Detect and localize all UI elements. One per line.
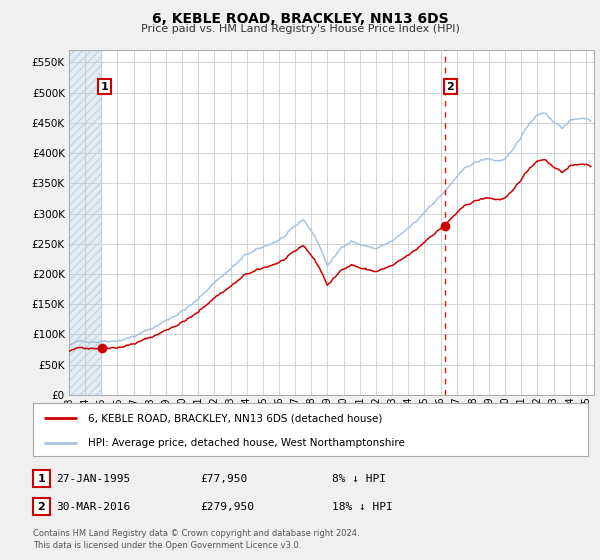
Text: HPI: Average price, detached house, West Northamptonshire: HPI: Average price, detached house, West… [89, 438, 406, 448]
Text: This data is licensed under the Open Government Licence v3.0.: This data is licensed under the Open Gov… [33, 541, 301, 550]
Text: 2: 2 [446, 82, 454, 92]
Text: Contains HM Land Registry data © Crown copyright and database right 2024.: Contains HM Land Registry data © Crown c… [33, 529, 359, 538]
Text: £77,950: £77,950 [200, 474, 247, 484]
Text: 6, KEBLE ROAD, BRACKLEY, NN13 6DS (detached house): 6, KEBLE ROAD, BRACKLEY, NN13 6DS (detac… [89, 413, 383, 423]
Text: 6, KEBLE ROAD, BRACKLEY, NN13 6DS: 6, KEBLE ROAD, BRACKLEY, NN13 6DS [152, 12, 448, 26]
Text: 1: 1 [101, 82, 109, 92]
Text: £279,950: £279,950 [200, 502, 254, 512]
Text: 18% ↓ HPI: 18% ↓ HPI [332, 502, 392, 512]
Text: Price paid vs. HM Land Registry's House Price Index (HPI): Price paid vs. HM Land Registry's House … [140, 24, 460, 34]
Text: 8% ↓ HPI: 8% ↓ HPI [332, 474, 386, 484]
Text: 2: 2 [38, 502, 45, 512]
Text: 27-JAN-1995: 27-JAN-1995 [56, 474, 130, 484]
Text: 1: 1 [38, 474, 45, 484]
Text: 30-MAR-2016: 30-MAR-2016 [56, 502, 130, 512]
